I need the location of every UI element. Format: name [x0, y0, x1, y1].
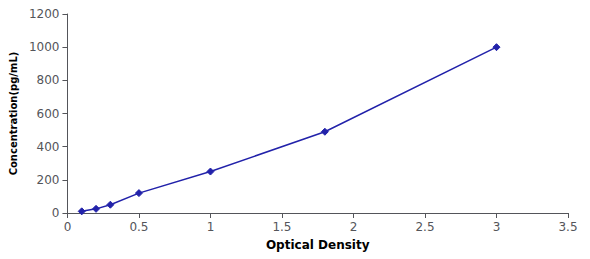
svg-text:1: 1 [207, 220, 215, 234]
svg-text:800: 800 [37, 73, 60, 87]
svg-text:1.5: 1.5 [272, 220, 291, 234]
svg-text:0.5: 0.5 [129, 220, 148, 234]
svg-text:400: 400 [37, 140, 60, 154]
svg-text:3: 3 [493, 220, 501, 234]
svg-text:2: 2 [350, 220, 358, 234]
svg-text:Optical Density: Optical Density [266, 238, 370, 252]
svg-text:1200: 1200 [29, 7, 60, 21]
svg-text:200: 200 [37, 173, 60, 187]
svg-text:Concentration(pg/mL): Concentration(pg/mL) [8, 52, 19, 176]
svg-text:3.5: 3.5 [558, 220, 577, 234]
svg-text:600: 600 [37, 107, 60, 121]
svg-text:1000: 1000 [29, 40, 60, 54]
svg-text:2.5: 2.5 [415, 220, 434, 234]
svg-text:0: 0 [52, 206, 60, 220]
svg-text:0: 0 [64, 220, 72, 234]
